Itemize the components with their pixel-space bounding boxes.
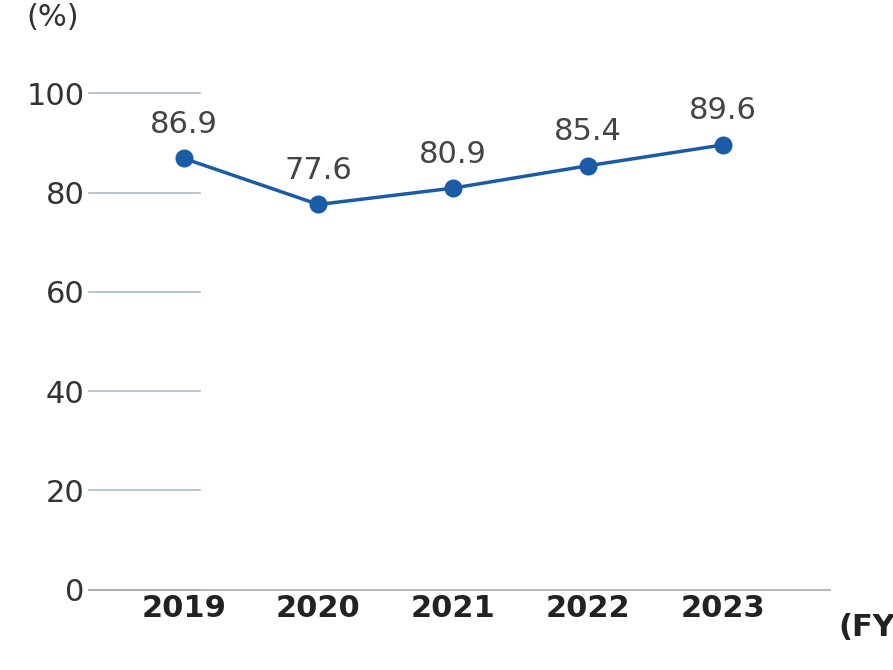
Text: 77.6: 77.6 <box>285 156 352 185</box>
Text: (%): (%) <box>26 3 79 32</box>
Text: 80.9: 80.9 <box>419 139 487 169</box>
Text: (FY): (FY) <box>838 612 893 642</box>
Text: 86.9: 86.9 <box>150 110 218 139</box>
Text: 89.6: 89.6 <box>689 96 756 125</box>
Text: 85.4: 85.4 <box>554 117 622 146</box>
